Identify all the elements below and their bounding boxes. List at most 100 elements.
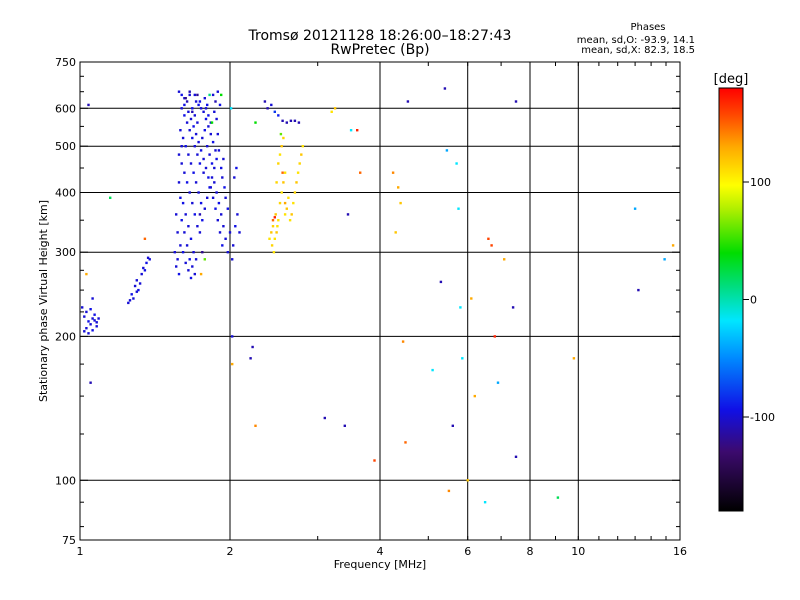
data-point bbox=[215, 157, 218, 161]
data-point bbox=[272, 251, 276, 254]
data-point bbox=[189, 276, 193, 280]
data-point bbox=[189, 237, 193, 240]
data-point bbox=[177, 153, 181, 156]
y-tick-label: 200 bbox=[55, 330, 76, 343]
data-point bbox=[399, 201, 402, 205]
data-point bbox=[198, 162, 202, 165]
data-point bbox=[268, 237, 271, 240]
data-point bbox=[295, 181, 298, 184]
data-point bbox=[220, 213, 223, 216]
data-point bbox=[209, 132, 212, 136]
data-point bbox=[493, 335, 496, 338]
data-point bbox=[93, 313, 96, 316]
data-point bbox=[404, 441, 407, 444]
data-point bbox=[202, 110, 205, 113]
data-point bbox=[201, 136, 204, 140]
data-point bbox=[274, 213, 277, 216]
colorbar-label: [deg] bbox=[714, 72, 749, 87]
y-tick-label: 400 bbox=[55, 187, 76, 200]
data-point bbox=[177, 90, 181, 93]
data-point bbox=[514, 100, 518, 103]
data-point bbox=[137, 288, 140, 292]
data-point bbox=[277, 114, 280, 117]
data-point bbox=[346, 213, 350, 216]
data-point bbox=[176, 231, 179, 234]
data-point bbox=[496, 381, 500, 384]
data-point bbox=[292, 201, 295, 205]
data-point bbox=[273, 237, 276, 240]
data-point bbox=[285, 121, 288, 124]
data-point bbox=[198, 100, 202, 103]
x-tick-label: 10 bbox=[571, 545, 585, 558]
data-point bbox=[127, 301, 130, 305]
data-point bbox=[187, 225, 190, 228]
data-point bbox=[273, 110, 276, 113]
data-point bbox=[208, 93, 211, 97]
data-point bbox=[373, 459, 376, 462]
data-point bbox=[556, 496, 560, 499]
data-point bbox=[490, 244, 493, 247]
data-point bbox=[85, 327, 88, 330]
data-point bbox=[196, 93, 199, 97]
data-point bbox=[207, 176, 210, 179]
data-point bbox=[207, 114, 210, 117]
data-point bbox=[226, 207, 229, 210]
data-point bbox=[215, 191, 218, 194]
data-point bbox=[214, 100, 217, 103]
data-point bbox=[181, 251, 185, 254]
data-point bbox=[198, 231, 202, 234]
data-point bbox=[91, 317, 94, 320]
data-point bbox=[222, 157, 225, 161]
y-tick-label: 75 bbox=[62, 534, 76, 547]
data-point bbox=[226, 251, 229, 254]
data-point bbox=[210, 176, 214, 179]
data-point bbox=[83, 330, 86, 333]
data-point bbox=[181, 136, 185, 140]
data-point bbox=[193, 145, 196, 148]
data-point bbox=[204, 166, 208, 170]
data-point bbox=[148, 258, 151, 261]
data-point bbox=[223, 186, 226, 189]
data-point bbox=[221, 176, 224, 179]
data-point bbox=[217, 149, 221, 152]
data-point bbox=[177, 272, 181, 276]
data-point bbox=[461, 357, 464, 360]
data-point bbox=[191, 265, 194, 268]
x-tick-label: 1 bbox=[77, 545, 84, 558]
data-point bbox=[235, 166, 238, 170]
data-point bbox=[487, 237, 490, 240]
data-point bbox=[146, 256, 150, 259]
data-point bbox=[249, 357, 252, 360]
data-point bbox=[290, 213, 293, 216]
data-point bbox=[394, 231, 397, 234]
data-point bbox=[270, 244, 274, 247]
data-point bbox=[133, 284, 137, 288]
data-point bbox=[637, 288, 640, 292]
data-point bbox=[199, 201, 203, 205]
data-point bbox=[192, 125, 195, 128]
data-point bbox=[191, 107, 194, 110]
data-point bbox=[439, 280, 443, 284]
data-point bbox=[275, 181, 278, 184]
data-point bbox=[187, 110, 190, 113]
data-point bbox=[202, 171, 205, 174]
data-point bbox=[231, 258, 234, 261]
data-point bbox=[271, 225, 275, 228]
data-point bbox=[503, 258, 506, 261]
data-point bbox=[279, 132, 283, 136]
data-point bbox=[296, 171, 300, 174]
data-point bbox=[188, 191, 191, 194]
data-point bbox=[196, 153, 199, 156]
data-point bbox=[356, 129, 359, 132]
y-tick-label: 750 bbox=[55, 56, 76, 69]
data-point bbox=[191, 201, 194, 205]
data-point bbox=[83, 315, 86, 318]
data-point bbox=[470, 297, 473, 300]
x-tick-label: 8 bbox=[527, 545, 534, 558]
data-point bbox=[192, 251, 195, 254]
data-point bbox=[130, 293, 133, 296]
data-point bbox=[180, 219, 183, 222]
data-point bbox=[184, 261, 187, 265]
data-point bbox=[87, 103, 90, 107]
data-point bbox=[95, 321, 98, 324]
